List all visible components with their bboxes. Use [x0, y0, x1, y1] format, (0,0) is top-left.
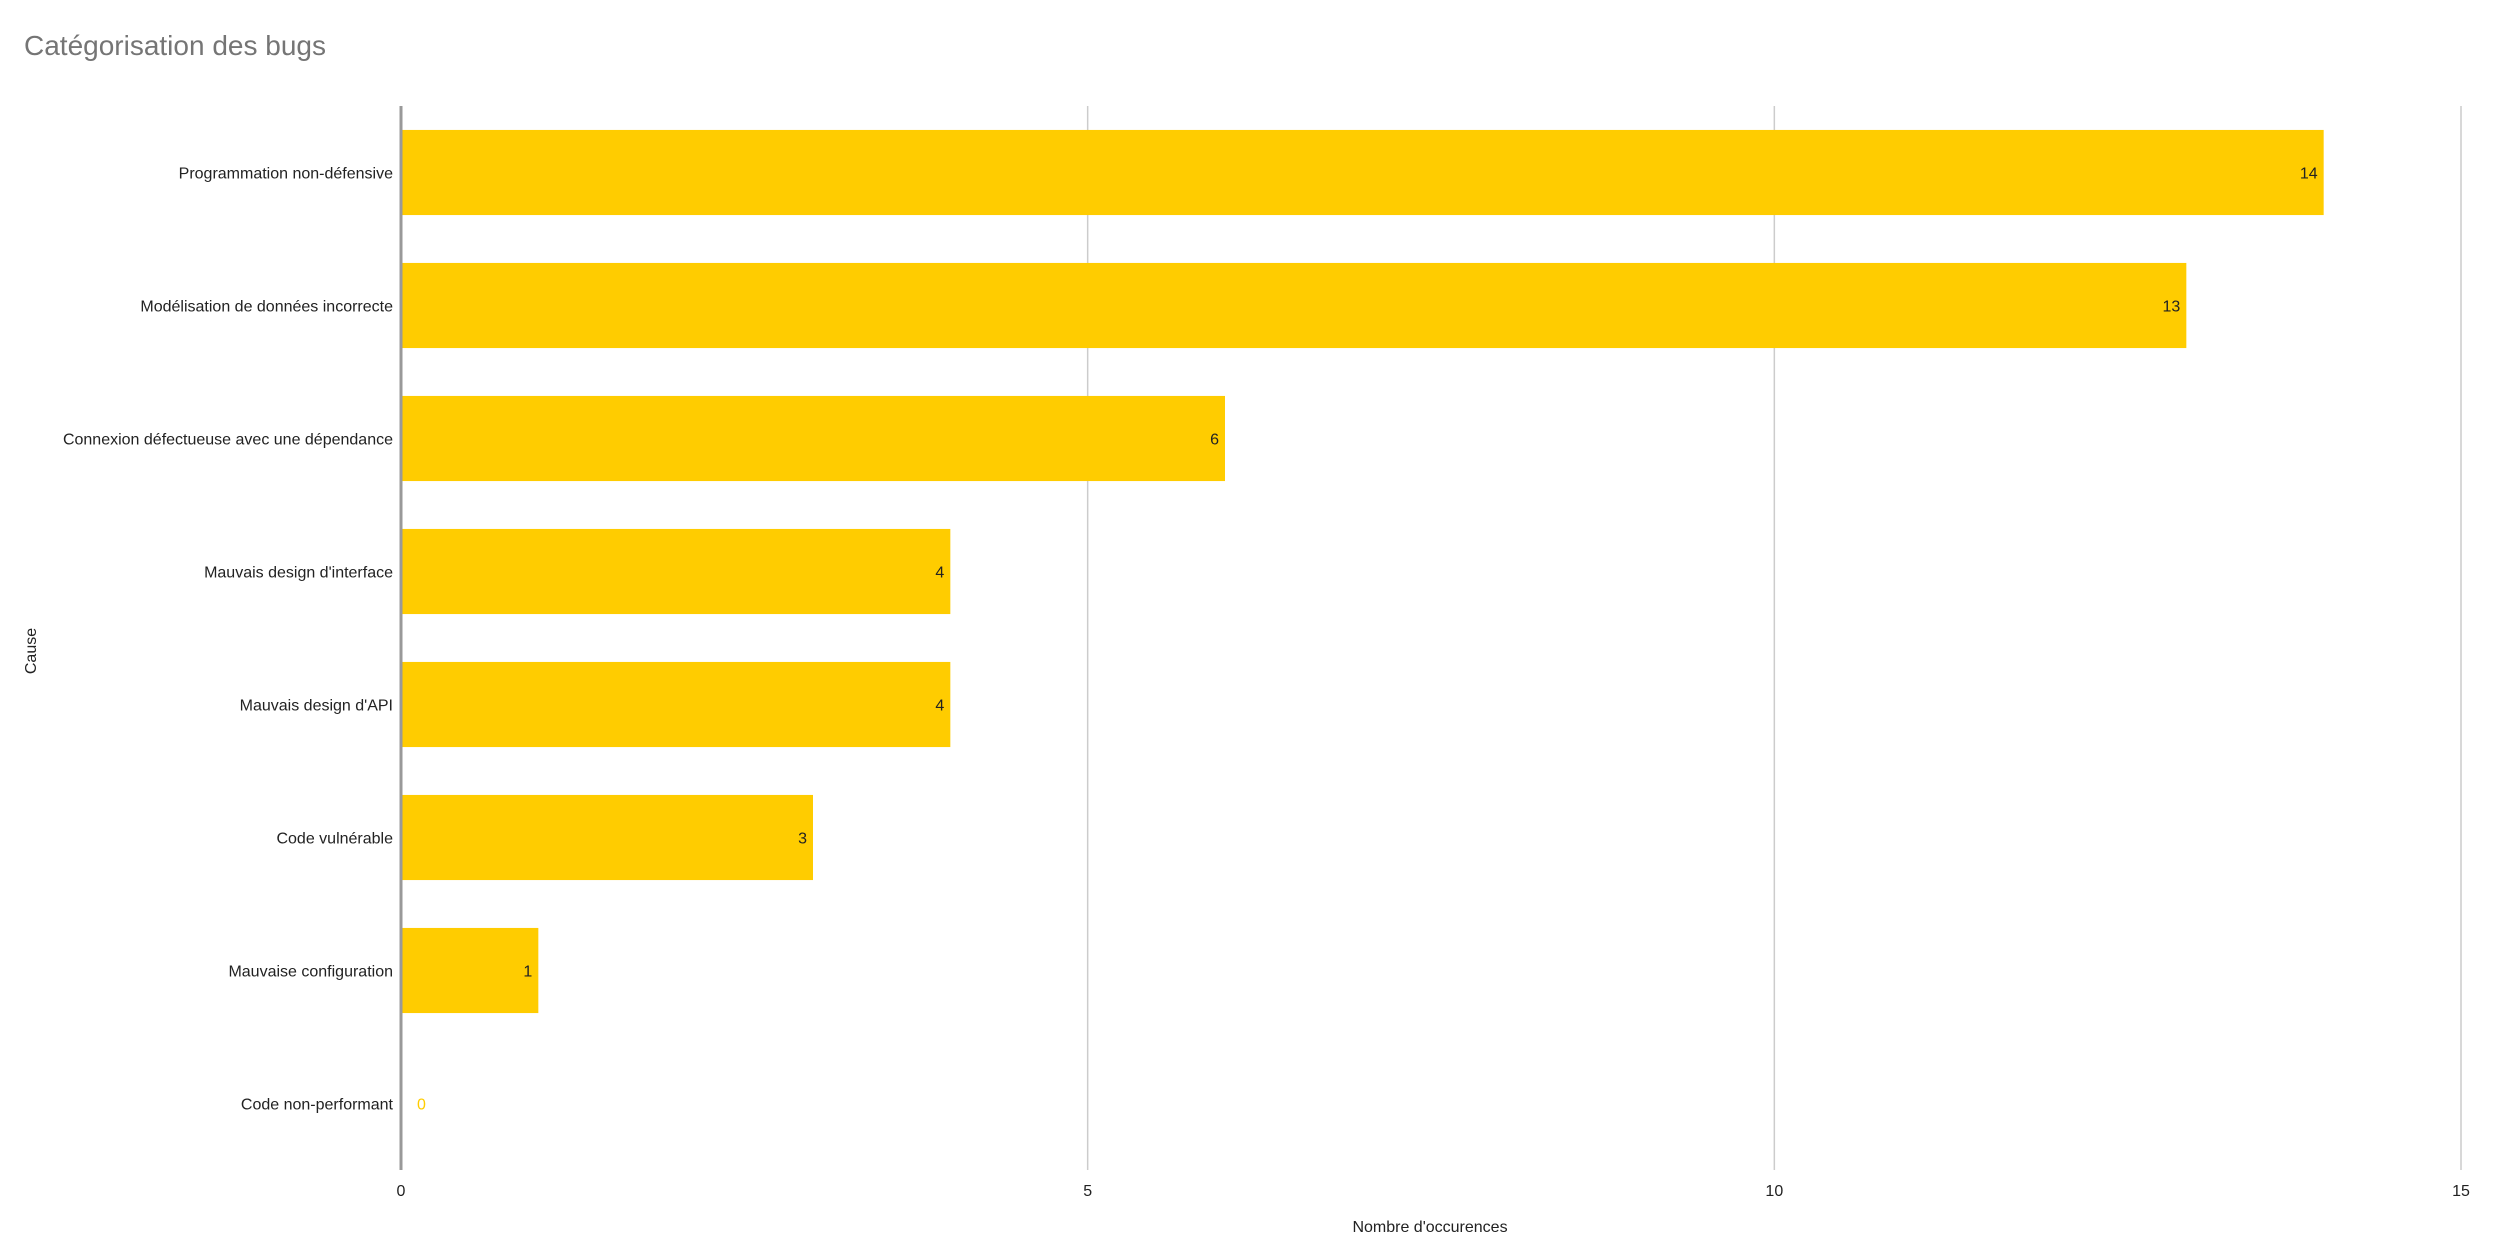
bar: [401, 129, 2324, 216]
data-labels: 14 13 6 4 4 3 1 0: [417, 166, 2318, 1114]
x-tick-labels: 0 5 10 15: [397, 1183, 2470, 1200]
chart-title: Catégorisation des bugs: [24, 30, 326, 61]
bar: [401, 661, 951, 748]
category-label: Mauvais design d'API: [240, 698, 393, 715]
data-label: 14: [2300, 166, 2318, 183]
category-label: Connexion défectueuse avec une dépendanc…: [63, 432, 393, 449]
data-label: 1: [523, 964, 532, 981]
category-label: Mauvaise configuration: [228, 964, 393, 981]
bar: [401, 262, 2187, 349]
x-tick-label: 0: [397, 1183, 406, 1200]
category-label: Programmation non-défensive: [179, 166, 393, 183]
data-label: 0: [417, 1097, 426, 1114]
category-label: Code non-performant: [241, 1097, 394, 1114]
category-label: Code vulnérable: [276, 831, 393, 848]
bars: [401, 129, 2324, 1014]
data-label: 3: [798, 831, 807, 848]
data-label: 13: [2163, 299, 2181, 316]
category-labels: Programmation non-défensive Modélisation …: [63, 166, 394, 1114]
category-label: Modélisation de données incorrecte: [140, 299, 393, 316]
data-label: 6: [1210, 432, 1219, 449]
x-tick-label: 5: [1083, 1183, 1092, 1200]
x-tick-label: 15: [2452, 1183, 2470, 1200]
bar: [401, 528, 951, 615]
data-label: 4: [935, 698, 944, 715]
category-label: Mauvais design d'interface: [204, 565, 393, 582]
bar: [401, 794, 813, 881]
bar: [401, 395, 1225, 482]
x-tick-label: 10: [1765, 1183, 1783, 1200]
y-axis-title: Cause: [23, 628, 40, 674]
x-axis-title: Nombre d'occurences: [1352, 1219, 1507, 1236]
data-label: 4: [935, 565, 944, 582]
bar: [401, 927, 539, 1014]
